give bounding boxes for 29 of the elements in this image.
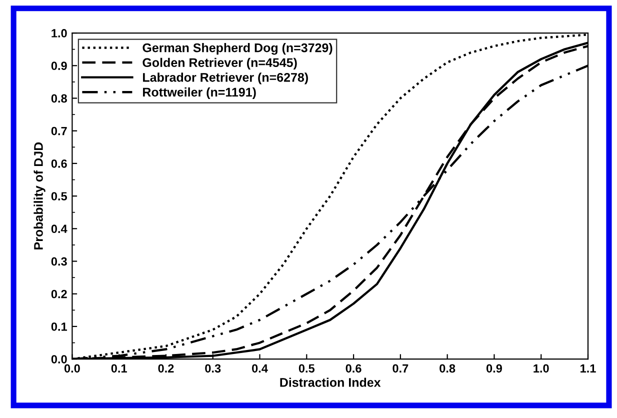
x-tick-label: 0.5: [298, 364, 315, 373]
x-tick-label: 1.1: [580, 364, 596, 372]
x-tick-label: 0.0: [64, 364, 80, 373]
x-tick-label: 0.1: [111, 364, 127, 373]
y-tick-label: 0.4: [51, 224, 68, 234]
legend-label: German Shepherd Dog (n=3729): [142, 43, 332, 55]
y-tick-label: 0.0: [51, 355, 67, 364]
x-axis-title: Distraction Index: [280, 378, 381, 387]
y-tick-label: 0.3: [51, 257, 67, 266]
y-tick-label: 0.8: [51, 94, 67, 103]
y-tick-label: 1.0: [52, 29, 67, 38]
y-tick-label: 0.1: [51, 322, 67, 331]
y-tick-label: 0.7: [51, 126, 67, 136]
x-tick-label: 0.7: [392, 364, 408, 373]
legend-label: Golden Retriever (n=4545): [142, 58, 297, 70]
y-tick-label: 0.5: [51, 192, 67, 200]
x-tick-label: 0.8: [440, 364, 456, 373]
legend-label: Labrador Retriever (n=6278): [143, 72, 308, 84]
y-tick-label: 0.6: [51, 159, 67, 168]
y-axis-title: Probability of DJD: [34, 142, 46, 250]
x-tick-label: 0.3: [205, 364, 221, 373]
legend-label: Rottweiler (n=1191): [143, 87, 256, 100]
y-tick-label: 0.9: [51, 62, 67, 70]
x-tick-label: 0.2: [158, 364, 174, 373]
y-tick-label: 0.2: [51, 290, 67, 298]
x-tick-label: 0.6: [346, 364, 362, 373]
x-tick-label: 0.9: [486, 364, 502, 373]
x-tick-label: 1.0: [534, 364, 549, 373]
x-tick-label: 0.4: [252, 364, 268, 373]
